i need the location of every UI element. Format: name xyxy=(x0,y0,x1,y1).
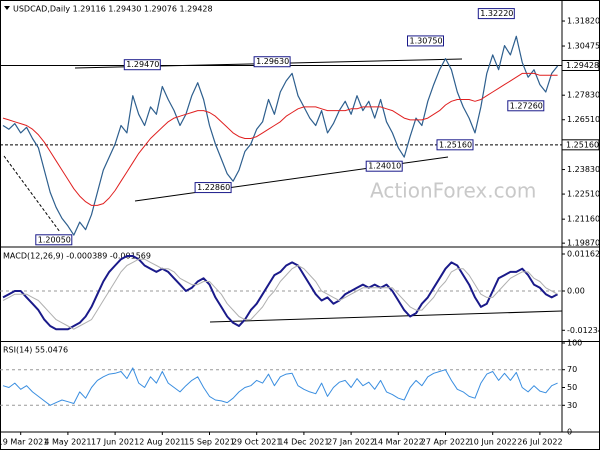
price-label-box xyxy=(561,139,600,151)
annotation-label: 1.20050 xyxy=(38,235,71,244)
annotation-box xyxy=(194,182,232,194)
panel-title: RSI(14) 55.0476 xyxy=(3,346,68,355)
x-tick-label: 17 Jun 2021 xyxy=(91,438,139,447)
x-tick-label: 14 Dec 2021 xyxy=(278,438,329,447)
y-tick-label: 0 xyxy=(567,428,572,437)
annotation-label: 1.30750 xyxy=(410,36,443,45)
y-tick-label: 1.19870 xyxy=(567,239,600,248)
series-line xyxy=(2,72,558,206)
annotation-box xyxy=(253,56,291,68)
price-label: 1.25160 xyxy=(566,140,599,149)
annotation-box xyxy=(507,100,545,112)
x-tick-label: 4 May 2021 xyxy=(44,438,91,447)
y-tick-label: 0.00 xyxy=(567,287,585,296)
y-tick-label: -0.012348 xyxy=(567,326,600,335)
x-tick-label: 27 Apr 2022 xyxy=(421,438,470,447)
series-line xyxy=(2,367,558,406)
series-line xyxy=(2,35,559,236)
panel-title: MACD(12,26,9) -0.000389 -0.001569 xyxy=(3,252,151,261)
y-tick-label: 1.22510 xyxy=(567,190,600,199)
price-label-box xyxy=(561,59,600,71)
panel-title: USDCAD,Daily 1.29116 1.29430 1.29076 1.2… xyxy=(13,5,213,14)
y-tick-label: 70 xyxy=(567,365,577,374)
y-tick-label: 1.30475 xyxy=(567,42,600,51)
annotation-label: 1.32220 xyxy=(480,9,513,18)
y-tick-label: 50 xyxy=(567,383,577,392)
annotation-label: 1.25160 xyxy=(439,140,472,149)
x-tick-label: 2 Aug 2021 xyxy=(139,438,185,447)
annotation-box xyxy=(436,139,474,151)
x-tick-label: 29 Oct 2021 xyxy=(232,438,281,447)
series-line xyxy=(2,258,558,330)
annotation-label: 1.29630 xyxy=(256,57,289,66)
y-tick-label: 1.27830 xyxy=(567,91,600,100)
annotation-box xyxy=(35,234,73,246)
y-tick-label: 1.23830 xyxy=(567,165,600,174)
y-tick-label: 1.31820 xyxy=(567,17,600,26)
y-tick-label: 30 xyxy=(567,401,577,410)
annotation-box xyxy=(365,160,403,172)
trendline xyxy=(3,155,61,233)
y-tick-label: 1.26510 xyxy=(567,115,600,124)
annotation-box xyxy=(123,59,161,71)
y-tick-label: 0.011629 xyxy=(567,249,600,258)
price-label: 1.29428 xyxy=(566,61,599,70)
y-tick-label: 1.21160 xyxy=(567,215,600,224)
series-line xyxy=(2,255,559,331)
annotation-box xyxy=(477,8,515,20)
x-tick-label: 15 Sep 2021 xyxy=(184,438,235,447)
annotation-label: 1.24010 xyxy=(368,162,401,171)
watermark: ActionForex.com xyxy=(370,179,536,203)
y-tick-label: 100 xyxy=(567,339,582,348)
annotation-label: 1.22860 xyxy=(197,183,230,192)
annotation-label: 1.27260 xyxy=(510,101,543,110)
x-tick-label: 27 Jan 2022 xyxy=(327,438,375,447)
x-tick-label: 19 Mar 2021 xyxy=(0,438,48,447)
x-tick-label: 26 Jul 2022 xyxy=(517,438,562,447)
annotation-box xyxy=(407,35,444,47)
x-tick-label: 14 Mar 2022 xyxy=(373,438,424,447)
trendline xyxy=(209,310,563,323)
x-tick-label: 10 Jun 2022 xyxy=(469,438,517,447)
annotation-label: 1.29470 xyxy=(126,60,159,69)
menu-arrow xyxy=(4,6,10,10)
